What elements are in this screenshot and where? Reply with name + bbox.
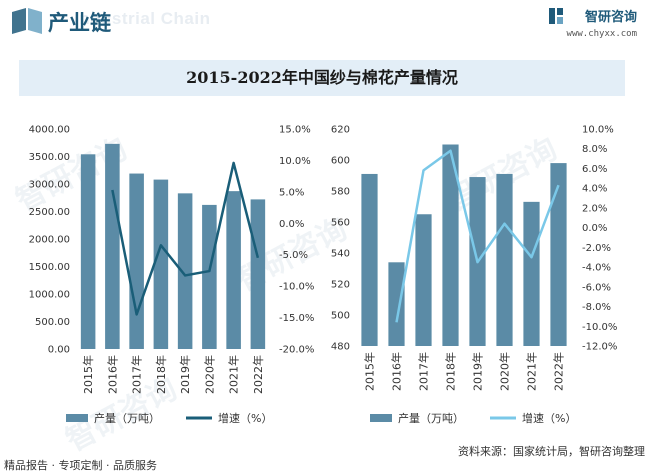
y-right-tick-label: 0.0% <box>582 223 607 234</box>
x-tick-label: 2017年 <box>417 352 431 391</box>
y-right-tick-label: -4.0% <box>582 263 611 274</box>
y-right-tick-label: -5.0% <box>279 250 308 261</box>
bar <box>388 262 405 346</box>
y-right-tick-label: 0.0% <box>279 219 304 230</box>
section-logo-icon <box>12 8 42 34</box>
y-left-tick-label: 0.00 <box>48 345 70 356</box>
y-right-tick-label: -10.0% <box>279 282 314 293</box>
y-right-tick-label: 4.0% <box>582 184 607 195</box>
y-right-tick-label: 15.0% <box>279 125 311 136</box>
bar <box>129 173 144 349</box>
y-right-tick-label: -2.0% <box>582 243 611 254</box>
x-tick-label: 2018年 <box>154 355 168 394</box>
x-tick-label: 2022年 <box>552 352 566 391</box>
x-tick-label: 2022年 <box>251 355 265 394</box>
y-left-tick-label: 580 <box>331 187 350 198</box>
bar <box>442 144 459 346</box>
x-tick-label: 2015年 <box>81 355 95 394</box>
bar <box>80 154 96 349</box>
y-left-tick-label: 480 <box>331 342 350 353</box>
legend-line-label: 增速（%） <box>218 411 272 425</box>
growth-line <box>395 149 560 323</box>
bar <box>415 214 432 346</box>
x-tick-label: 2021年 <box>525 352 539 391</box>
legend-bar-swatch <box>66 414 88 422</box>
y-right-tick-label: 10.0% <box>582 125 614 136</box>
bar <box>496 173 513 346</box>
y-left-tick-label: 3000.00 <box>29 180 70 191</box>
x-tick-label: 2016年 <box>105 355 119 394</box>
y-right-tick-label: -10.0% <box>582 322 617 333</box>
y-left-tick-label: 4000.00 <box>29 125 70 136</box>
legend-bar-label: 产量（万吨） <box>398 411 464 425</box>
y-right-tick-label: 6.0% <box>582 164 607 175</box>
y-right-tick-label: -12.0% <box>582 342 617 353</box>
bar <box>550 163 567 346</box>
chart-title: 2015-2022年中国纱与棉花产量情况 <box>19 60 625 96</box>
x-tick-label: 2019年 <box>178 355 192 394</box>
bar <box>177 193 193 349</box>
brand-url[interactable]: www.chyxx.com <box>566 29 637 39</box>
section-title: 产业链 <box>48 11 111 35</box>
x-tick-label: 2015年 <box>363 352 377 391</box>
y-left-tick-label: 2000.00 <box>29 235 70 246</box>
x-tick-label: 2020年 <box>202 355 216 394</box>
header: Industrial Chain 产业链 智研咨询 www.chyxx.com <box>0 0 651 44</box>
y-right-tick-label: 2.0% <box>582 203 607 214</box>
y-left-tick-label: 600 <box>331 156 350 167</box>
bar <box>226 191 241 349</box>
y-right-tick-label: 5.0% <box>279 187 304 198</box>
x-tick-label: 2020年 <box>498 352 512 391</box>
bar <box>250 199 266 349</box>
y-right-tick-label: 10.0% <box>279 156 311 167</box>
y-left-tick-label: 500.00 <box>35 317 70 328</box>
y-right-tick-label: -20.0% <box>279 345 314 356</box>
y-left-tick-label: 2500.00 <box>29 207 70 218</box>
bar <box>105 143 120 349</box>
y-left-tick-label: 520 <box>331 280 350 291</box>
brand-name: 智研咨询 <box>584 10 637 25</box>
legend-bar-swatch <box>370 414 392 422</box>
y-left-tick-label: 560 <box>331 218 350 229</box>
source-note: 资料来源：国家统计局，智研咨询整理 <box>458 445 645 458</box>
legend-line-label: 增速（%） <box>522 411 576 425</box>
growth-line <box>111 161 260 316</box>
y-right-tick-label: -6.0% <box>582 282 611 293</box>
y-left-tick-label: 540 <box>331 249 350 260</box>
y-right-tick-label: -15.0% <box>279 313 314 324</box>
y-left-tick-label: 500 <box>331 311 350 322</box>
bar <box>202 204 217 349</box>
bar <box>523 201 540 346</box>
bar <box>361 173 378 346</box>
legend-bar-label: 产量（万吨） <box>94 411 160 425</box>
y-left-tick-label: 3500.00 <box>29 152 70 163</box>
brand-logo-icon <box>549 8 563 24</box>
x-tick-label: 2021年 <box>227 355 241 394</box>
bar <box>153 179 169 349</box>
y-right-tick-label: 8.0% <box>582 144 607 155</box>
x-tick-label: 2018年 <box>444 352 458 391</box>
y-left-tick-label: 1000.00 <box>29 290 70 301</box>
x-tick-label: 2016年 <box>390 352 404 391</box>
x-tick-label: 2019年 <box>471 352 485 391</box>
y-left-tick-label: 620 <box>331 125 350 136</box>
y-right-tick-label: -8.0% <box>582 302 611 313</box>
header-watermark-text: Industrial Chain <box>74 9 211 28</box>
footer-tagline: 精品报告 · 专项定制 · 品质服务 <box>4 459 157 472</box>
y-left-tick-label: 1500.00 <box>29 262 70 273</box>
x-tick-label: 2017年 <box>130 355 144 394</box>
